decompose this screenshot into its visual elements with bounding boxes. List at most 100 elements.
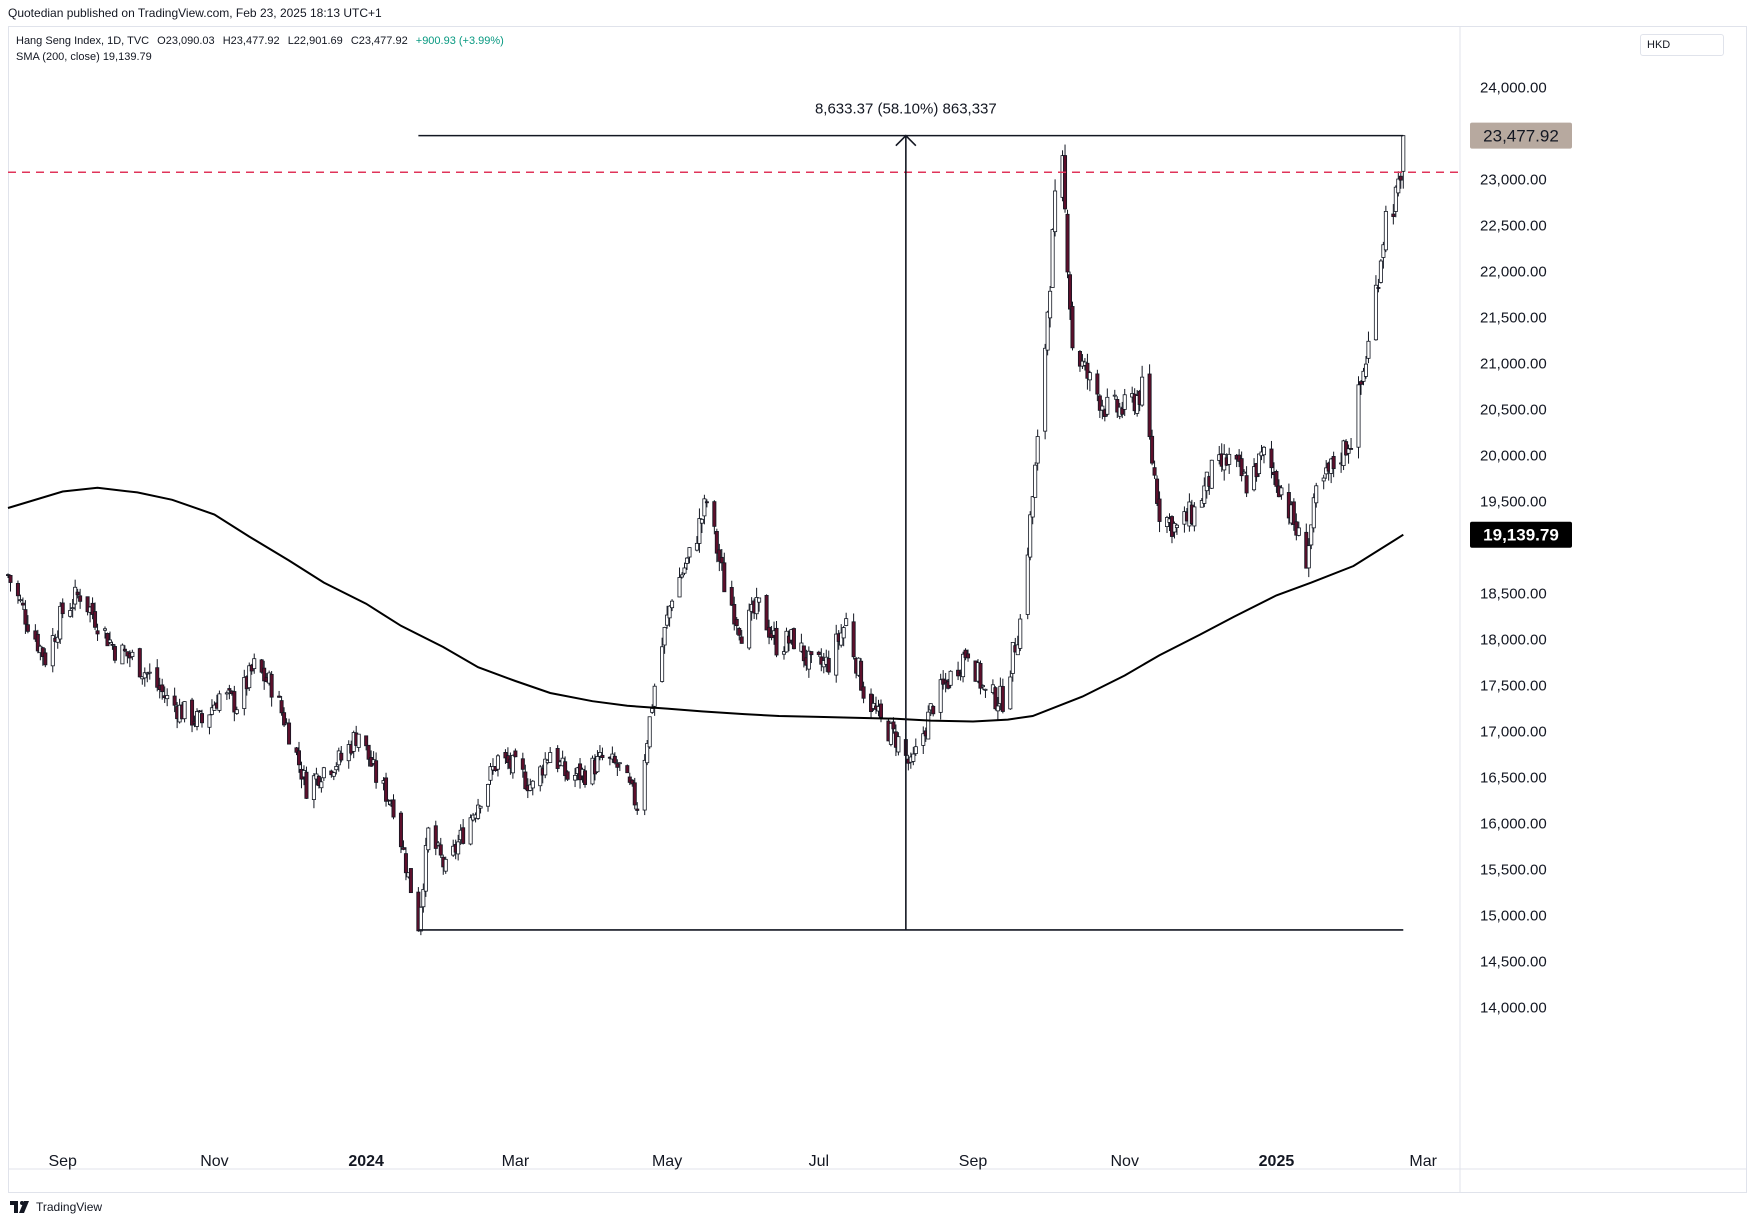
axes-layer: 24,000.00 23,000.00 22,500.00 22,000.00 21,5… bbox=[8, 26, 1747, 1193]
candle-body bbox=[60, 602, 65, 615]
candle-body bbox=[647, 716, 652, 748]
candle-body bbox=[704, 501, 709, 504]
candle-body bbox=[714, 531, 719, 554]
currency-button[interactable]: HKD bbox=[1640, 34, 1724, 56]
candle-body bbox=[456, 841, 461, 855]
candle-body bbox=[277, 695, 282, 698]
candle-body bbox=[520, 758, 525, 770]
candle-body bbox=[110, 643, 115, 646]
candle-body bbox=[75, 591, 80, 596]
change-value: +900.93 (+3.99%) bbox=[415, 35, 504, 47]
candle-body bbox=[217, 693, 222, 711]
candle-body bbox=[1085, 362, 1090, 379]
candle-body bbox=[1242, 471, 1247, 474]
candle-body bbox=[948, 670, 953, 686]
last-price-tag bbox=[1470, 122, 1572, 149]
candle-body bbox=[262, 667, 267, 682]
y-tick-label: 22,000.00 bbox=[1480, 264, 1547, 281]
candle-body bbox=[530, 780, 535, 789]
candle-body bbox=[826, 657, 831, 673]
candle-body bbox=[1157, 498, 1162, 522]
y-tick-label: 19,500.00 bbox=[1480, 494, 1547, 511]
candle-body bbox=[1279, 487, 1284, 496]
tradingview-brand: TradingView bbox=[36, 1200, 103, 1214]
candle-body bbox=[195, 711, 200, 727]
candle-body bbox=[635, 808, 640, 811]
candle-body bbox=[199, 713, 204, 724]
candle-body bbox=[878, 703, 883, 718]
candle-body bbox=[1378, 260, 1383, 283]
candle-body bbox=[1202, 485, 1207, 504]
candle-body bbox=[1309, 524, 1314, 546]
candle-body bbox=[1274, 471, 1279, 487]
candle-body bbox=[1244, 475, 1249, 494]
candle-body bbox=[938, 679, 943, 713]
y-tick-label: 22,500.00 bbox=[1480, 218, 1547, 235]
candle-body bbox=[433, 825, 438, 849]
candle-body bbox=[1296, 527, 1301, 536]
chart-legend: Hang Seng Index, 1D, TVC O23,090.03 H23,… bbox=[16, 33, 509, 65]
candle-body bbox=[443, 858, 448, 872]
candle-body bbox=[1150, 435, 1155, 464]
chart-frame bbox=[8, 26, 1747, 1193]
candle-body bbox=[978, 663, 983, 689]
candle-body bbox=[334, 766, 339, 771]
candle-body bbox=[1105, 396, 1110, 415]
drawings-layer: 8,633.37 (58.10%) 863,337 bbox=[8, 101, 1458, 931]
candle-body bbox=[50, 635, 55, 667]
candle-body bbox=[78, 595, 83, 602]
y-tick-label: 16,000.00 bbox=[1480, 816, 1547, 833]
candle-body bbox=[207, 714, 212, 728]
sma-legend-row[interactable]: SMA (200, close) 19,139.79 bbox=[16, 49, 509, 65]
y-tick-label: 24,000.00 bbox=[1480, 80, 1547, 97]
last-price-tag-text: 23,477.92 bbox=[1483, 127, 1559, 146]
candle-body bbox=[888, 722, 893, 745]
low-value: L22,901.69 bbox=[287, 35, 343, 47]
candle-body bbox=[980, 685, 985, 688]
y-tick-label: 14,000.00 bbox=[1480, 1000, 1547, 1017]
candle-body bbox=[488, 766, 493, 781]
candle-body bbox=[612, 755, 617, 764]
candle-body bbox=[1349, 448, 1354, 450]
candle-body bbox=[684, 557, 689, 564]
candle-body bbox=[573, 774, 578, 781]
candle-body bbox=[1008, 676, 1013, 710]
candle-body bbox=[155, 667, 160, 688]
candle-body bbox=[662, 627, 667, 646]
price-labels-layer: 23,477.92 19,139.79 bbox=[1470, 122, 1572, 548]
x-tick-label: Mar bbox=[1409, 1153, 1437, 1170]
candle-body bbox=[503, 752, 508, 759]
candle-body bbox=[15, 583, 20, 597]
candle-body bbox=[712, 501, 717, 527]
candle-body bbox=[25, 624, 30, 632]
candle-body bbox=[667, 605, 672, 619]
candle-body bbox=[645, 743, 650, 764]
symbol-legend-row[interactable]: Hang Seng Index, 1D, TVC O23,090.03 H23,… bbox=[16, 33, 509, 49]
candle-body bbox=[403, 853, 408, 874]
candle-body bbox=[911, 753, 916, 762]
candle-body bbox=[247, 665, 252, 689]
candle-body bbox=[1391, 213, 1396, 217]
candle-body bbox=[1359, 381, 1364, 385]
candle-body bbox=[764, 595, 769, 631]
candle-body bbox=[961, 653, 966, 678]
candle-body bbox=[1018, 618, 1023, 649]
candle-body bbox=[1120, 407, 1125, 415]
candle-body bbox=[896, 736, 901, 753]
candle-body bbox=[401, 847, 406, 850]
candle-body bbox=[70, 607, 75, 610]
x-tick-label: Sep bbox=[48, 1153, 77, 1170]
candle-body bbox=[384, 777, 389, 802]
candle-body bbox=[147, 671, 152, 674]
candle-body bbox=[1015, 644, 1020, 656]
candle-body bbox=[1097, 395, 1102, 411]
candle-body bbox=[1028, 514, 1033, 558]
candle-body bbox=[112, 646, 117, 661]
candle-body bbox=[374, 760, 379, 783]
candle-body bbox=[1035, 436, 1040, 464]
candle-body bbox=[781, 651, 786, 655]
candle-body bbox=[486, 784, 491, 807]
candle-body bbox=[650, 708, 655, 713]
candle-body bbox=[642, 759, 647, 811]
